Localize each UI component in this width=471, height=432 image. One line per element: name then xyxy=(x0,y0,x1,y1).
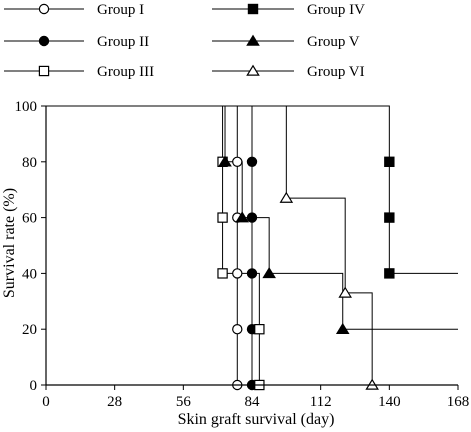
x-axis-label: Skin graft survival (day) xyxy=(178,411,335,428)
legend-marker-group-ii xyxy=(38,35,50,47)
series-line-group-i xyxy=(46,105,238,385)
legend-marker-group-i xyxy=(38,3,50,15)
axes: 0 28 56 84 112 140 168 0 20 40 60 80 100 xyxy=(15,99,470,410)
point-group-iv xyxy=(384,268,395,279)
y-tick-label: 20 xyxy=(22,322,37,338)
point-group-i xyxy=(232,268,243,279)
legend-marker-group-iv xyxy=(247,3,259,15)
x-tick-label: 84 xyxy=(245,394,261,410)
x-tick-label: 28 xyxy=(107,394,122,410)
legend-item-group-vi: Group VI xyxy=(212,64,365,80)
y-tick-label: 40 xyxy=(22,266,37,282)
legend-label: Group IV xyxy=(307,2,365,18)
x-tick-label: 140 xyxy=(378,394,401,410)
y-axis-label: Survival rate (%) xyxy=(1,188,18,298)
legend-label: Group II xyxy=(97,34,149,50)
legend-label: Group VI xyxy=(307,64,365,80)
legend: Group I Group II Group III Group IV Group V G… xyxy=(4,2,365,80)
point-group-iii xyxy=(254,324,265,335)
point-group-i xyxy=(232,156,243,167)
point-group-iv xyxy=(384,156,395,167)
point-group-vi xyxy=(279,191,294,203)
legend-marker-group-vi xyxy=(246,64,260,76)
point-group-iv xyxy=(384,212,395,223)
point-group-iii xyxy=(217,212,228,223)
point-group-i xyxy=(232,324,243,335)
x-tick-label: 56 xyxy=(176,394,192,410)
series-line-group-iv xyxy=(46,105,458,274)
legend-label: Group V xyxy=(307,34,360,50)
point-group-v xyxy=(235,211,249,223)
legend-marker-group-iii xyxy=(38,65,50,77)
y-tick-label: 0 xyxy=(30,378,38,394)
series-line-group-vi xyxy=(46,105,373,385)
legend-item-group-ii: Group II xyxy=(4,34,149,50)
x-tick-label: 0 xyxy=(42,394,50,410)
plot-area: 0 28 56 84 112 140 168 0 20 40 60 80 100 xyxy=(15,99,470,410)
x-tick-label: 112 xyxy=(310,394,332,410)
legend-label: Group III xyxy=(97,64,154,80)
legend-item-group-i: Group I xyxy=(4,2,144,18)
y-tick-label: 80 xyxy=(22,155,37,171)
point-group-v xyxy=(218,155,232,167)
point-group-iii xyxy=(217,268,228,279)
series-line-group-ii xyxy=(46,105,253,385)
legend-label: Group I xyxy=(97,2,144,18)
legend-item-group-iii: Group III xyxy=(4,64,154,80)
series-lines xyxy=(46,105,458,385)
point-group-vi xyxy=(338,286,352,298)
x-tick-label: 168 xyxy=(447,394,470,410)
point-group-ii xyxy=(246,212,258,223)
legend-marker-group-v xyxy=(246,34,260,46)
point-group-ii xyxy=(246,268,258,279)
y-tick-label: 100 xyxy=(15,99,38,115)
y-tick-label: 60 xyxy=(22,211,37,227)
series-line-group-iii xyxy=(46,105,260,385)
legend-item-group-v: Group V xyxy=(212,34,360,50)
point-group-v xyxy=(335,322,350,334)
point-group-v xyxy=(262,267,276,279)
point-group-ii xyxy=(246,156,258,167)
legend-item-group-iv: Group IV xyxy=(212,2,365,18)
